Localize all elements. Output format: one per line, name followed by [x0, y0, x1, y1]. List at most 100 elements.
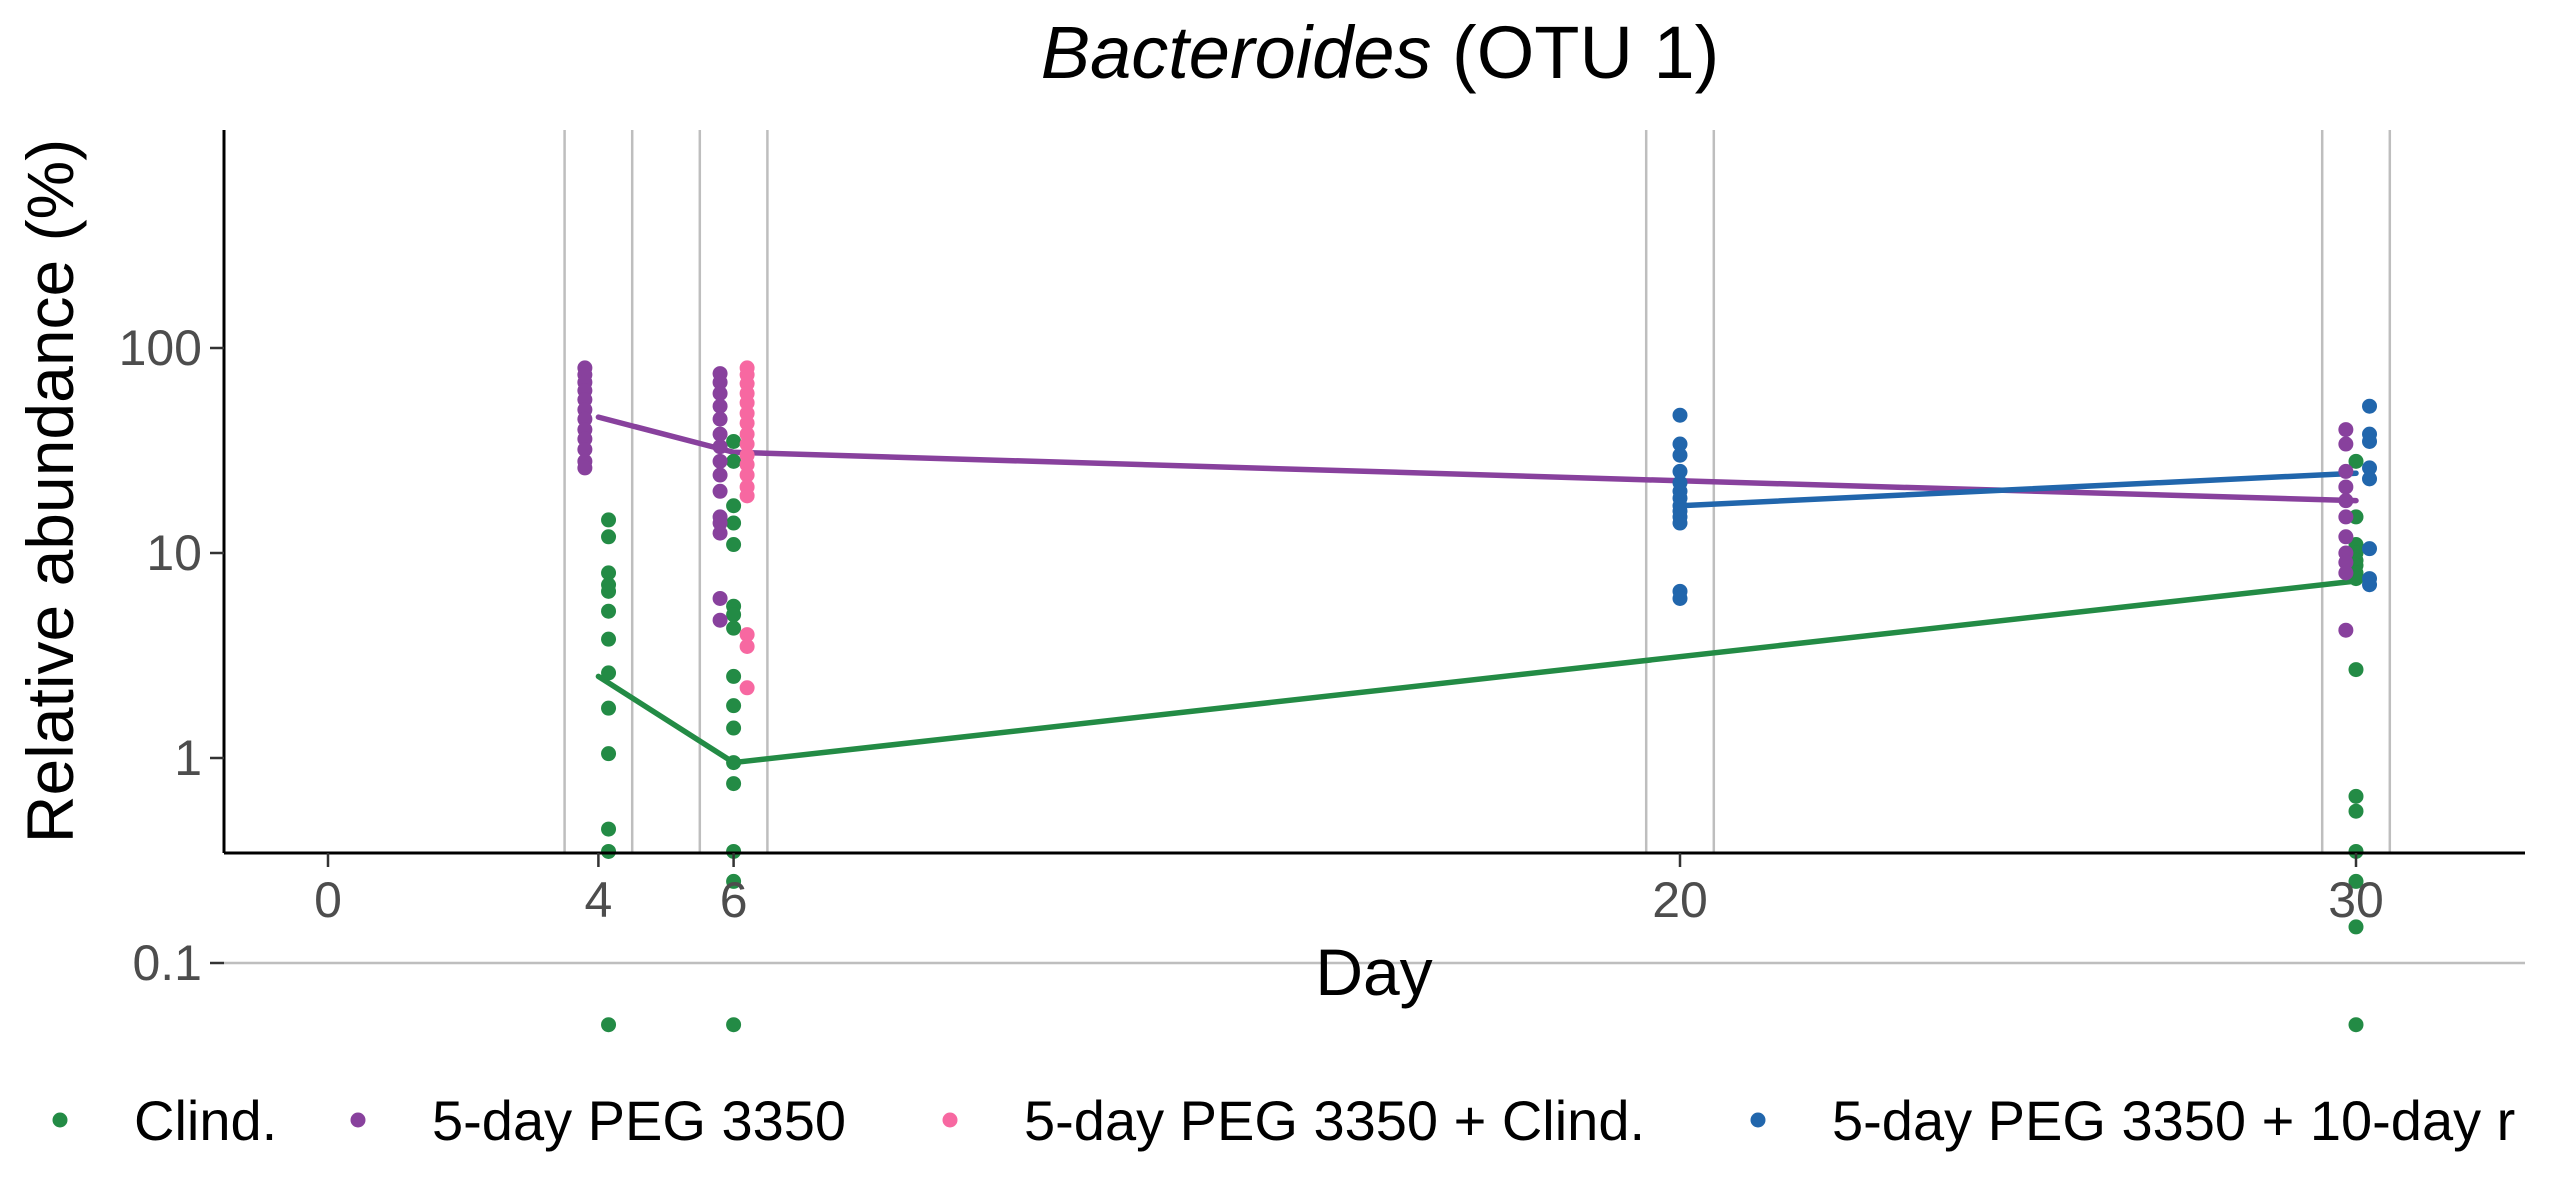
data-point [739, 457, 755, 473]
data-point [726, 607, 742, 623]
data-point [1672, 590, 1688, 606]
data-point [2338, 493, 2354, 509]
legend-marker [942, 1112, 958, 1128]
data-point [712, 426, 728, 442]
data-point [712, 590, 728, 606]
data-point [2348, 453, 2364, 469]
data-point [2338, 479, 2354, 495]
data-point [577, 441, 593, 457]
data-point [739, 680, 755, 696]
x-tick-label: 0 [314, 872, 342, 928]
data-point [726, 537, 742, 553]
data-point [601, 583, 617, 599]
data-point [2338, 529, 2354, 545]
data-point [601, 700, 617, 716]
data-point [739, 627, 755, 643]
data-point [712, 374, 728, 390]
data-point [1672, 436, 1688, 452]
x-tick-label: 30 [2328, 872, 2384, 928]
data-point [2348, 919, 2364, 935]
data-point [2362, 471, 2378, 487]
data-point [739, 638, 755, 654]
x-tick-label: 6 [720, 872, 748, 928]
x-axis-ticks: 0 4 6 20 30 [314, 853, 2384, 928]
data-point [726, 515, 742, 531]
data-point [601, 821, 617, 837]
chart-title-italic: Bacteroides [1041, 11, 1432, 94]
data-point [2348, 843, 2364, 859]
legend-label: 5-day PEG 3350 + 10-day r [1832, 1089, 2515, 1152]
data-point [726, 843, 742, 859]
data-point [601, 843, 617, 859]
data-point [2362, 541, 2378, 557]
y-axis-label: Relative abundance (%) [13, 139, 87, 843]
data-point [712, 612, 728, 628]
data-point [577, 411, 593, 427]
data-point [601, 665, 617, 681]
data-point [712, 483, 728, 499]
grid-lines [224, 130, 2525, 965]
chart-title: Bacteroides (OTU 1) [1041, 11, 1720, 94]
data-point [726, 720, 742, 736]
data-point [2348, 788, 2364, 804]
data-point [726, 755, 742, 771]
legend-label: Clind. [134, 1089, 277, 1152]
data-point [712, 385, 728, 401]
data-point [577, 431, 593, 447]
data-point [2348, 1017, 2364, 1033]
data-point [2338, 436, 2354, 452]
data-point [726, 1017, 742, 1033]
chart-title-rest: (OTU 1) [1432, 11, 1720, 94]
data-point [2338, 422, 2354, 438]
data-point [726, 453, 742, 469]
data-point [601, 512, 617, 528]
x-axis-label: Day [1315, 935, 1432, 1009]
data-point [601, 565, 617, 581]
data-point [2348, 662, 2364, 678]
trend-line [1677, 470, 2359, 509]
data-point [726, 668, 742, 684]
data-point [739, 467, 755, 483]
data-point [2362, 398, 2378, 414]
data-point [726, 698, 742, 714]
data-point [601, 529, 617, 545]
data-point [601, 603, 617, 619]
data-point [1672, 463, 1688, 479]
data-point [601, 631, 617, 647]
data-point [577, 460, 593, 476]
legend-label: 5-day PEG 3350 [432, 1089, 846, 1152]
data-point [712, 467, 728, 483]
legend-label: 5-day PEG 3350 + Clind. [1024, 1089, 1645, 1152]
data-point [1672, 515, 1688, 531]
x-tick-label: 4 [584, 872, 612, 928]
y-tick-label: 1 [174, 730, 202, 786]
data-point [2362, 577, 2378, 593]
trend-lines [595, 414, 2359, 766]
data-point [601, 1017, 617, 1033]
data-point [601, 746, 617, 762]
y-tick-label: 0.1 [132, 935, 202, 991]
y-axis-ticks: 0.1 1 10 100 [119, 320, 224, 991]
trend-line [595, 578, 2359, 766]
y-tick-label: 10 [146, 525, 202, 581]
legend: Clind. 5-day PEG 3350 5-day PEG 3350 + Cli… [52, 1089, 2515, 1152]
legend-marker [52, 1112, 68, 1128]
data-point [712, 525, 728, 541]
data-point [1672, 447, 1688, 463]
data-points [577, 360, 2378, 1033]
data-point [2338, 622, 2354, 638]
data-point [2338, 565, 2354, 581]
data-point [739, 395, 755, 411]
data-point [2338, 554, 2354, 570]
data-point [2338, 463, 2354, 479]
data-point [2338, 509, 2354, 525]
data-point [739, 488, 755, 504]
data-point [739, 415, 755, 431]
data-point [2348, 803, 2364, 819]
data-point [712, 439, 728, 455]
data-point [2348, 873, 2364, 889]
data-point [1672, 407, 1688, 423]
x-tick-label: 20 [1652, 872, 1708, 928]
legend-marker [350, 1112, 366, 1128]
